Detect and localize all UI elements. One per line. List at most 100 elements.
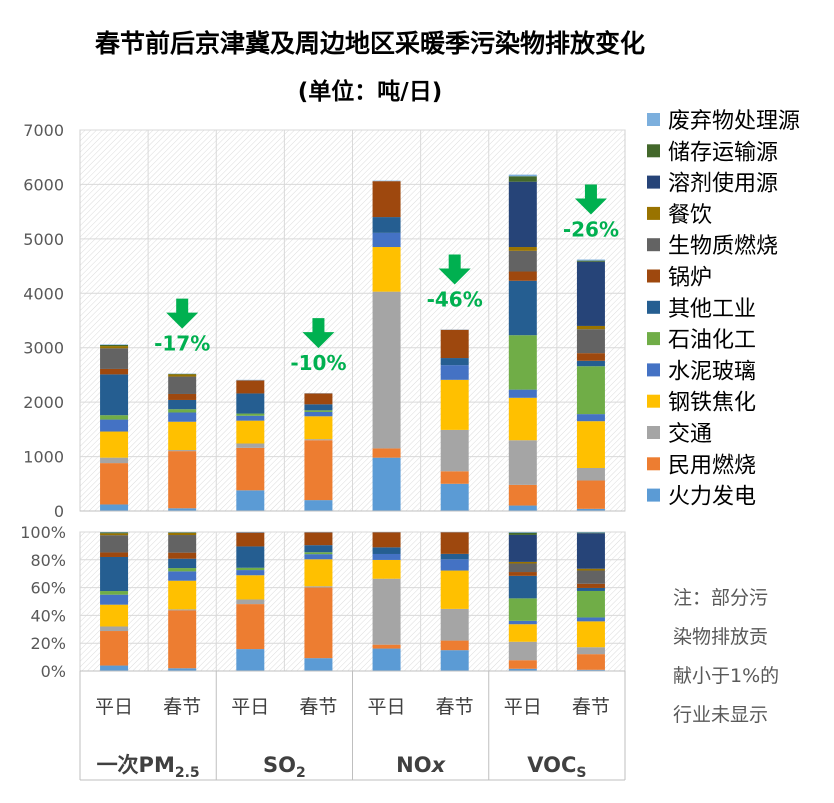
category-label: 平日 <box>504 696 542 718</box>
percent-bar-segment <box>508 668 537 671</box>
bottom-y-tick-label: 20% <box>30 634 66 653</box>
bar-segment <box>236 393 265 414</box>
bar-segment <box>236 380 265 394</box>
legend-swatch <box>647 488 660 502</box>
legend-swatch <box>647 394 660 408</box>
category-label: 春节 <box>163 696 201 718</box>
top-y-tick-label: 0 <box>54 502 64 521</box>
top-y-tick-label: 6000 <box>23 175 64 194</box>
percent-bar-segment <box>100 591 129 595</box>
bar-segment <box>576 414 605 422</box>
change-label: -17% <box>154 332 210 356</box>
bar-segment <box>168 399 197 410</box>
bar-segment <box>100 348 129 369</box>
percent-bar-segment <box>100 604 129 627</box>
bar-segment <box>372 181 401 218</box>
bar-segment <box>508 271 537 281</box>
bar-segment <box>576 261 605 326</box>
legend-swatch <box>647 269 660 283</box>
bar-segment <box>508 389 537 398</box>
percent-bar-segment <box>372 532 401 548</box>
legend-label: 水泥玻璃 <box>668 359 756 384</box>
percent-bar-segment <box>304 559 333 587</box>
percent-bar-segment <box>168 532 197 533</box>
legend-swatch <box>647 300 660 314</box>
legend-swatch <box>647 363 660 377</box>
legend-swatch <box>647 332 660 346</box>
bar-segment <box>236 415 265 421</box>
bar-segment <box>372 232 401 248</box>
bar-segment <box>440 379 469 430</box>
percent-bar-segment <box>304 545 333 553</box>
note-line: 染物排放贡 <box>673 626 768 648</box>
chart-subtitle: (单位：吨/日) <box>298 78 442 105</box>
percent-bar-segment <box>168 609 197 611</box>
category-label: 春节 <box>572 696 610 718</box>
bar-segment <box>576 508 605 511</box>
bar-segment <box>508 440 537 485</box>
percent-bar-segment <box>440 559 469 571</box>
bar-segment <box>168 409 197 413</box>
percent-bar-segment <box>440 570 469 609</box>
percent-bar-segment <box>100 665 129 671</box>
bar-segment <box>372 247 401 292</box>
bar-segment <box>100 346 129 349</box>
percent-bar-segment <box>236 649 265 671</box>
bar-segment <box>508 174 537 177</box>
legend-label: 钢铁焦化 <box>668 391 756 416</box>
percent-bar-segment <box>372 644 401 649</box>
percent-bar-segment <box>100 556 129 592</box>
pollutant-label: VOCS <box>527 753 586 781</box>
top-y-tick-label: 7000 <box>23 121 64 140</box>
bar-segment <box>576 480 605 509</box>
legend-swatch <box>647 175 660 189</box>
bar-segment <box>508 397 537 441</box>
bar-segment <box>168 373 197 375</box>
bar-segment <box>168 376 197 394</box>
bottom-y-tick-label: 100% <box>20 523 66 542</box>
down-arrow-icon <box>302 318 335 349</box>
percent-bar-segment <box>168 580 197 610</box>
legend-label: 锅炉 <box>668 266 712 291</box>
legend-label: 餐饮 <box>668 203 712 228</box>
legend-label: 生物质燃烧 <box>668 234 778 259</box>
category-label: 春节 <box>299 696 337 718</box>
legend-swatch <box>647 113 660 126</box>
bar-segment <box>576 360 605 367</box>
bar-segment <box>576 468 605 481</box>
bar-segment <box>100 344 129 347</box>
legend-swatch <box>647 238 660 252</box>
percent-bar-segment <box>236 604 265 650</box>
bar-segment <box>372 291 401 449</box>
bottom-y-tick-label: 40% <box>30 606 66 625</box>
category-label: 春节 <box>436 696 474 718</box>
percent-bar-segment <box>236 575 265 600</box>
top-y-tick-label: 2000 <box>23 393 64 412</box>
pollutant-label: 一次PM2.5 <box>97 753 200 781</box>
bar-segment <box>576 421 605 469</box>
legend-swatch <box>647 426 660 439</box>
legend-label: 交通 <box>668 422 712 447</box>
bar-segment <box>576 259 605 261</box>
legend-label: 民用燃烧 <box>668 453 756 478</box>
down-arrow-icon <box>574 184 607 215</box>
percent-bar-segment <box>576 647 605 655</box>
bar-segment <box>304 500 333 511</box>
percent-bar-segment <box>440 532 469 554</box>
percent-bar-segment <box>576 617 605 622</box>
legend-swatch <box>647 206 660 220</box>
bar-segment <box>168 393 197 400</box>
legend-label: 石油化工 <box>668 328 756 353</box>
bar-segment <box>168 412 197 422</box>
percent-bar-segment <box>304 532 333 546</box>
percent-bar-segment <box>576 583 605 588</box>
percent-bar-segment <box>576 669 605 671</box>
top-y-tick-label: 4000 <box>23 284 64 303</box>
bar-segment <box>100 504 129 511</box>
percent-bar-segment <box>304 552 333 555</box>
change-label: -46% <box>427 287 483 311</box>
bar-segment <box>508 280 537 336</box>
legend-label: 溶剂使用源 <box>668 172 778 197</box>
bar-segment <box>508 250 537 272</box>
